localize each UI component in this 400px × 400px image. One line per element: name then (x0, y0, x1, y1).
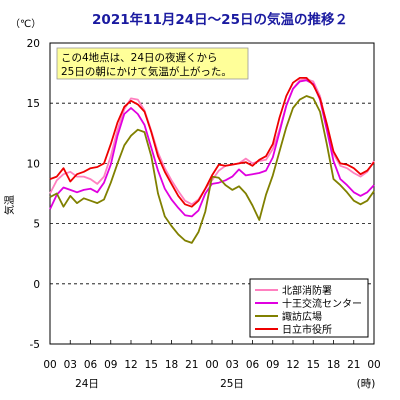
x-tick-label: 21 (347, 359, 360, 371)
y-unit: （℃） (10, 18, 41, 30)
y-tick-label: -5 (30, 339, 40, 351)
chart-title: 2021年11月24日～25日の気温の推移２ (92, 11, 348, 28)
x-tick-label: 18 (327, 359, 340, 371)
x-tick-label: 00 (367, 359, 380, 371)
legend-label-3: 日立市役所 (282, 323, 332, 336)
x-tick-label: 06 (246, 359, 260, 371)
x-tick-label: 09 (266, 359, 279, 371)
x-tick-label: 18 (165, 359, 178, 371)
x-tick-label: 15 (307, 359, 320, 371)
y-tick-label: 5 (33, 219, 40, 231)
x-tick-label: 15 (145, 359, 158, 371)
legend-label-1: 十王交流センター (282, 297, 362, 310)
x-axis-ticks: 00 03 06 09 12 15 18 21 00 03 06 09 12 15 18 21 00 (43, 340, 381, 371)
legend: 北部消防署 十王交流センター 諏訪広場 日立市役所 (249, 278, 369, 338)
y-tick-label: 0 (33, 279, 40, 291)
x-tick-label: 06 (84, 359, 98, 371)
series-line-3 (49, 77, 375, 208)
x-tick-label: 12 (286, 359, 299, 371)
annotation-line-1: この4地点は、24日の夜遅くから (61, 51, 218, 64)
y-tick-label: 10 (27, 158, 40, 170)
legend-label-0: 北部消防署 (282, 284, 332, 297)
y-tick-label: 20 (27, 38, 40, 50)
day-label-24: 24日 (75, 378, 99, 390)
annotation-box: この4地点は、24日の夜遅くから 25日の朝にかけて気温が上がった。 (56, 47, 249, 80)
series-lines (49, 77, 375, 244)
y-tick-label: 15 (27, 98, 40, 110)
annotation-line-2: 25日の朝にかけて気温が上がった。 (61, 65, 232, 78)
legend-label-2: 諏訪広場 (282, 310, 322, 323)
x-tick-label: 12 (124, 359, 137, 371)
x-tick-label: 21 (185, 359, 198, 371)
x-unit: (時) (357, 378, 376, 390)
x-tick-label: 00 (205, 359, 218, 371)
x-tick-label: 03 (226, 359, 239, 371)
x-tick-label: 00 (43, 359, 56, 371)
x-tick-label: 09 (104, 359, 117, 371)
y-axis-label: 気温 (3, 195, 16, 215)
y-axis-ticks: -5 0 5 10 15 20 (27, 38, 40, 351)
day-label-25: 25日 (220, 378, 244, 390)
x-tick-label: 03 (64, 359, 77, 371)
